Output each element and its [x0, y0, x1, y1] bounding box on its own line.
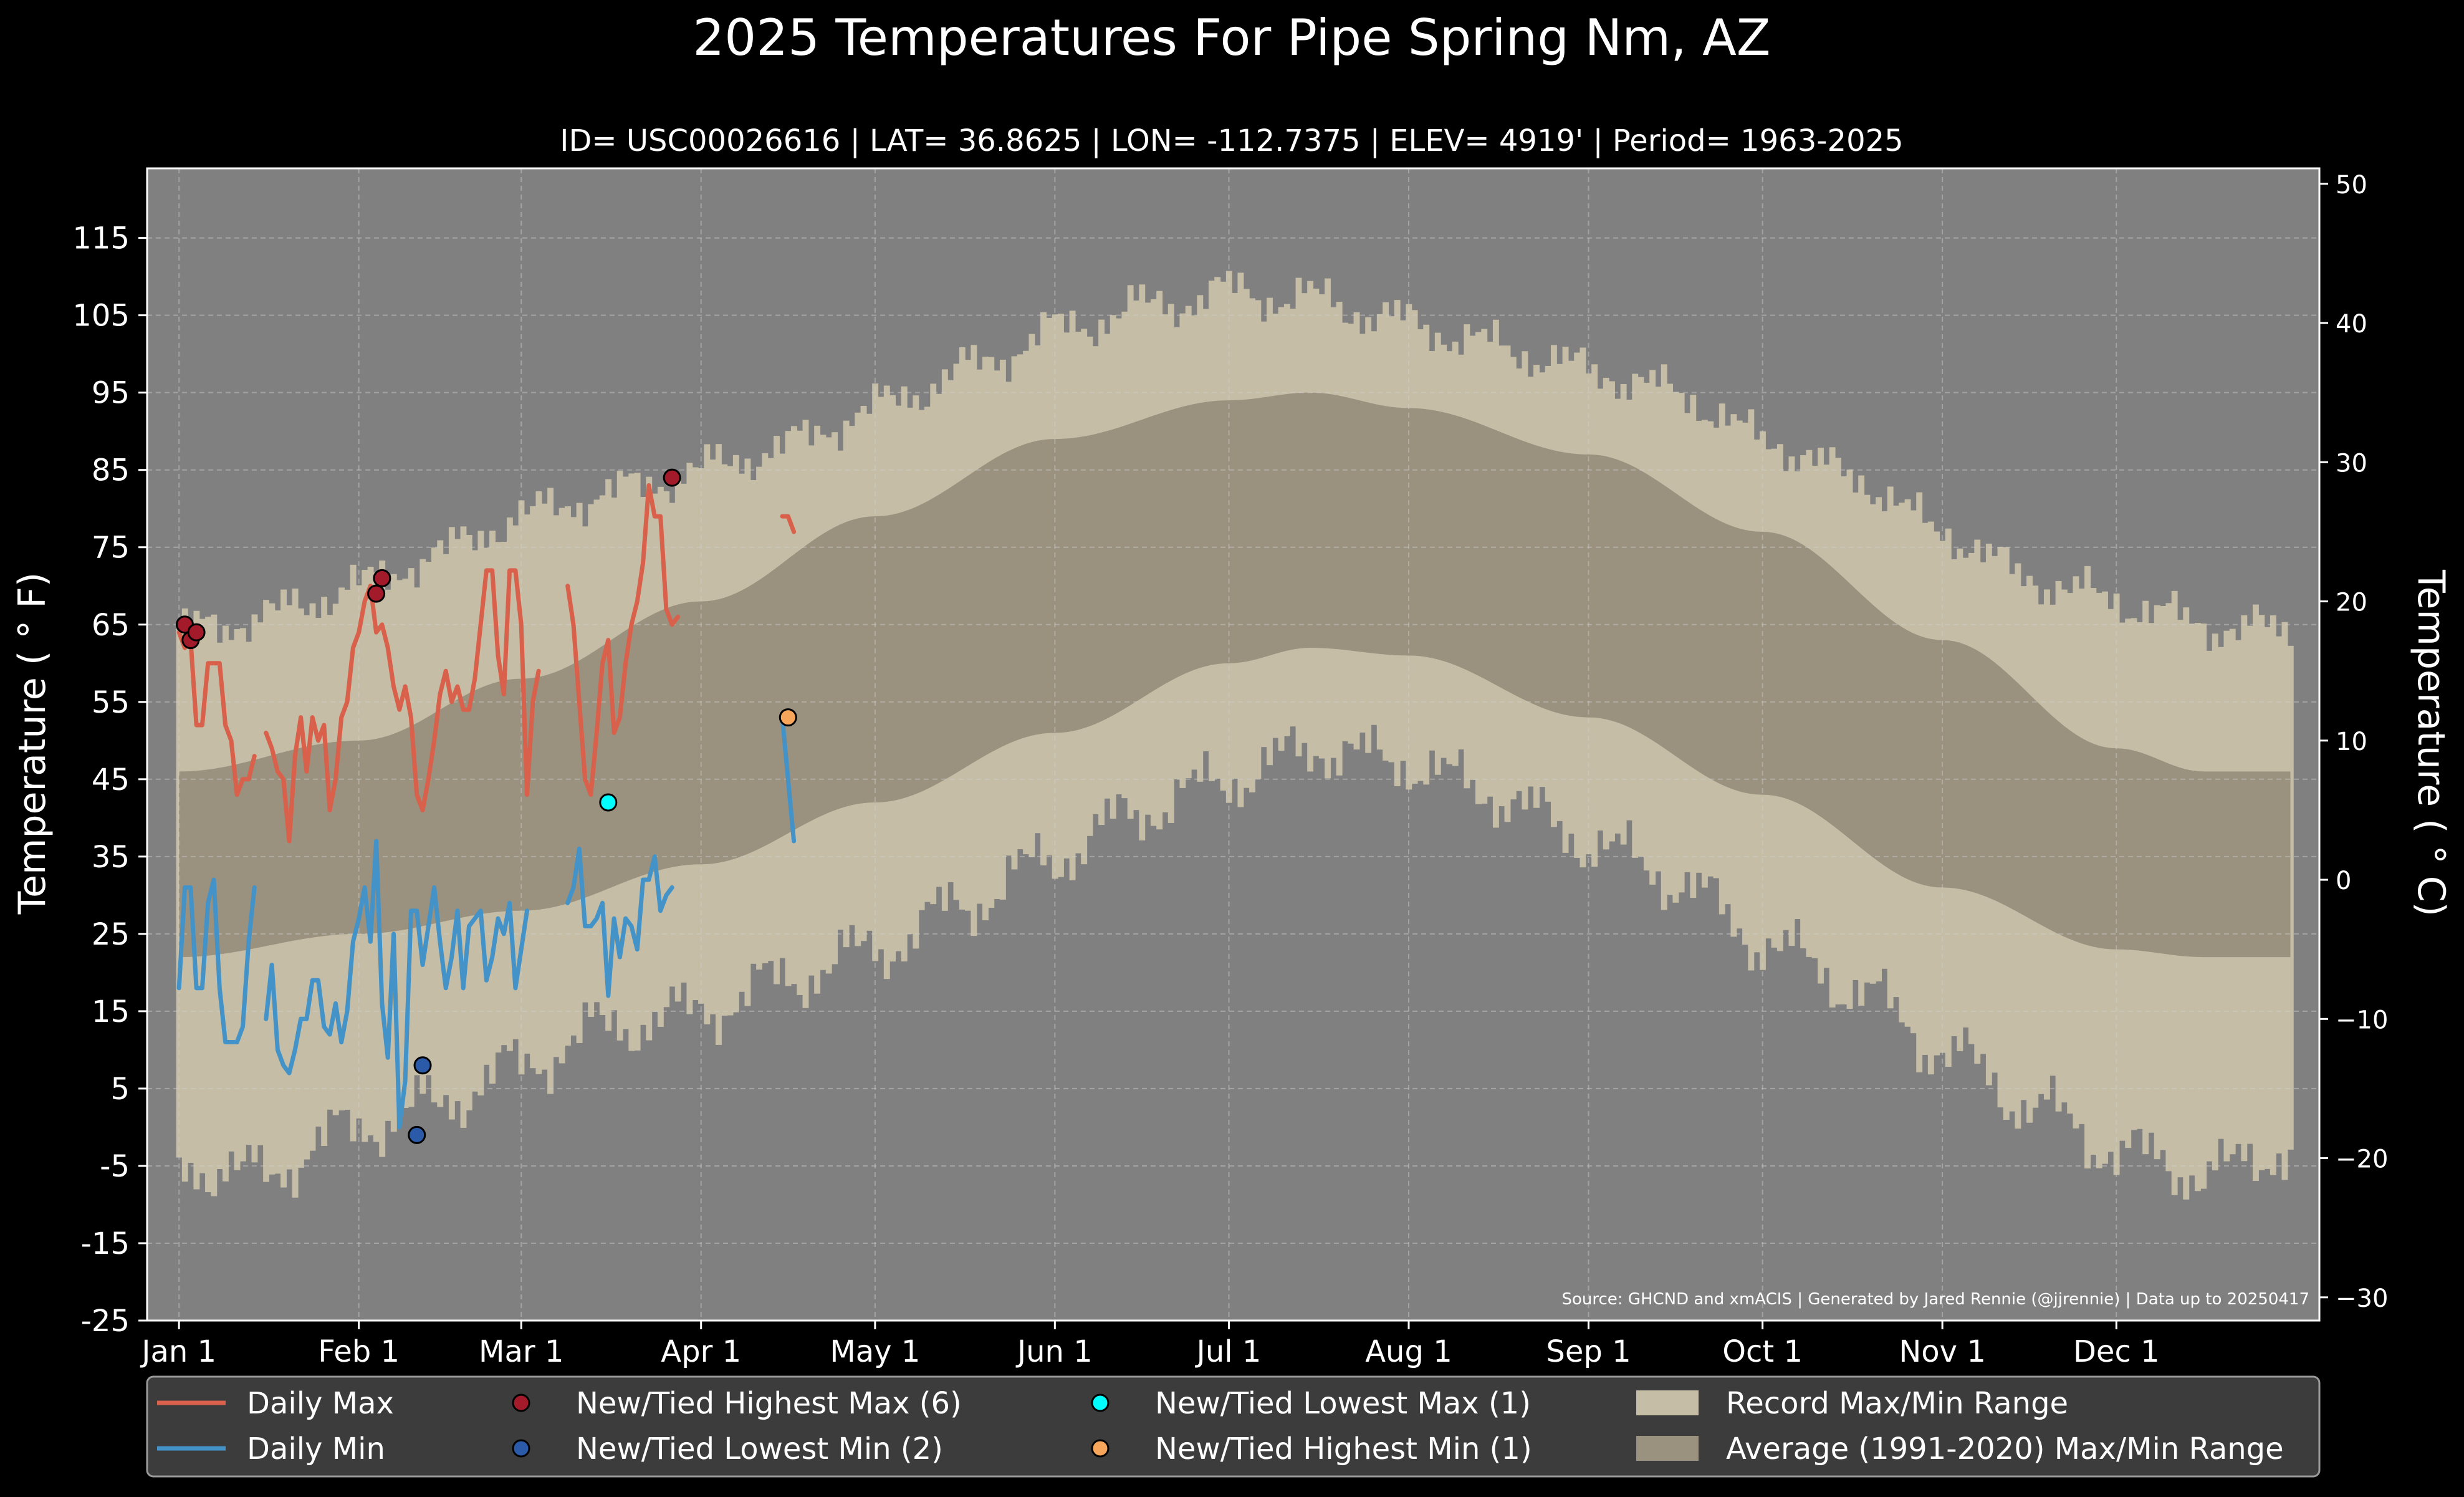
average-range-band — [179, 392, 2291, 958]
legend-marker-swatch — [512, 1439, 530, 1458]
legend-marker-swatch — [1091, 1394, 1110, 1412]
record-range-bar — [2287, 645, 2294, 1150]
x-tick-label: Apr 1 — [661, 1334, 741, 1369]
x-tick-label: Sep 1 — [1546, 1334, 1631, 1369]
plot-frame — [146, 167, 2321, 1322]
y-tick-label: 105 — [72, 299, 130, 334]
chart-subtitle: ID= USC00026616 | LAT= 36.8625 | LON= -1… — [560, 123, 1903, 158]
y2-tick-label: 50 — [2336, 171, 2367, 200]
y-tick-label: 15 — [92, 994, 130, 1029]
y-axis-label-left: Temperature ( ° F) — [11, 572, 54, 915]
legend-label: Daily Max — [247, 1386, 394, 1421]
new-tied-highest-maxmarker — [187, 623, 206, 642]
y-tick-label: 35 — [92, 840, 130, 875]
legend-patch-swatch — [1636, 1390, 1699, 1415]
y-tick-label: 95 — [92, 376, 130, 411]
legend-marker-swatch — [512, 1394, 530, 1412]
y2-tick-label: −20 — [2336, 1145, 2388, 1174]
y-axis-right: 50 40 30 20 10 0 −10 −20 −30 — [2319, 171, 2388, 1313]
y-tick-label: 115 — [72, 221, 130, 256]
y2-tick-label: −30 — [2336, 1284, 2388, 1313]
legend-patch-swatch — [1636, 1436, 1699, 1461]
x-axis: Jan 1 Feb 1 Mar 1 Apr 1 May 1 Jun 1 Jul 1 Aug 1… — [140, 1321, 2160, 1369]
chart-title: 2025 Temperatures For Pipe Spring Nm, AZ — [693, 9, 1770, 67]
legend: Daily Max New/Tied Highest Max (6) New/Tie… — [157, 1386, 2284, 1466]
new-tied-highest-maxmarker — [367, 584, 386, 603]
source-note: Source: GHCND and xmACIS | Generated by … — [1561, 1290, 2309, 1309]
y-tick-label: 75 — [92, 531, 130, 566]
x-tick-label: Aug 1 — [1365, 1334, 1452, 1369]
y2-tick-label: −10 — [2336, 1006, 2388, 1034]
new-tied-lowest-minmarker — [413, 1056, 432, 1075]
grid-lines — [147, 168, 2319, 1321]
y2-tick-label: 20 — [2336, 589, 2367, 617]
y-tick-label: -5 — [100, 1149, 130, 1184]
x-tick-label: Feb 1 — [318, 1334, 400, 1369]
x-tick-label: May 1 — [830, 1334, 920, 1369]
y-tick-label: -15 — [81, 1226, 130, 1261]
legend-label: New/Tied Lowest Min (2) — [576, 1432, 943, 1466]
legend-label: Daily Min — [247, 1432, 385, 1466]
x-tick-label: Oct 1 — [1722, 1334, 1803, 1369]
y-tick-label: 65 — [92, 608, 130, 643]
x-tick-label: Jan 1 — [140, 1334, 216, 1369]
new-tied-lowest-minmarker — [408, 1125, 426, 1144]
y-axis-label-right: Temperature ( ° C) — [2409, 569, 2453, 917]
y2-tick-label: 10 — [2336, 728, 2367, 756]
y-tick-label: 25 — [92, 917, 130, 952]
y2-tick-label: 40 — [2336, 310, 2367, 339]
y2-tick-label: 30 — [2336, 449, 2367, 478]
x-tick-label: Jul 1 — [1195, 1334, 1262, 1369]
y-tick-label: 45 — [92, 763, 130, 797]
legend-label: New/Tied Highest Min (1) — [1155, 1432, 1532, 1466]
x-tick-label: Jun 1 — [1015, 1334, 1093, 1369]
legend-box — [146, 1375, 2321, 1478]
legend-label: New/Tied Highest Max (6) — [576, 1386, 962, 1421]
y-tick-label: 55 — [92, 685, 130, 720]
y2-tick-label: 0 — [2336, 867, 2351, 895]
new-tied-highest-minmarker — [779, 708, 797, 727]
y-axis-left: 115 105 95 85 75 65 55 45 35 25 15 5 -5 -15 -25 — [72, 221, 147, 1339]
y-tick-label: -25 — [81, 1304, 130, 1339]
new-tied-highest-maxmarker — [373, 569, 391, 587]
legend-label: Average (1991-2020) Max/Min Range — [1726, 1432, 2284, 1466]
legend-label: Record Max/Min Range — [1726, 1386, 2068, 1421]
legend-marker-swatch — [1091, 1439, 1110, 1458]
x-tick-label: Dec 1 — [2073, 1334, 2160, 1369]
daily-max-line — [176, 483, 797, 844]
daily-min-line — [176, 715, 797, 1130]
x-tick-label: Mar 1 — [479, 1334, 563, 1369]
x-tick-label: Nov 1 — [1899, 1334, 1985, 1369]
new-tied-highest-maxmarker — [663, 468, 681, 487]
legend-label: New/Tied Lowest Max (1) — [1155, 1386, 1531, 1421]
record-markers — [175, 468, 797, 1144]
y-tick-label: 5 — [110, 1072, 130, 1107]
new-tied-lowest-maxmarker — [599, 793, 618, 812]
series-lines — [176, 483, 797, 1130]
y-tick-label: 85 — [92, 453, 130, 488]
